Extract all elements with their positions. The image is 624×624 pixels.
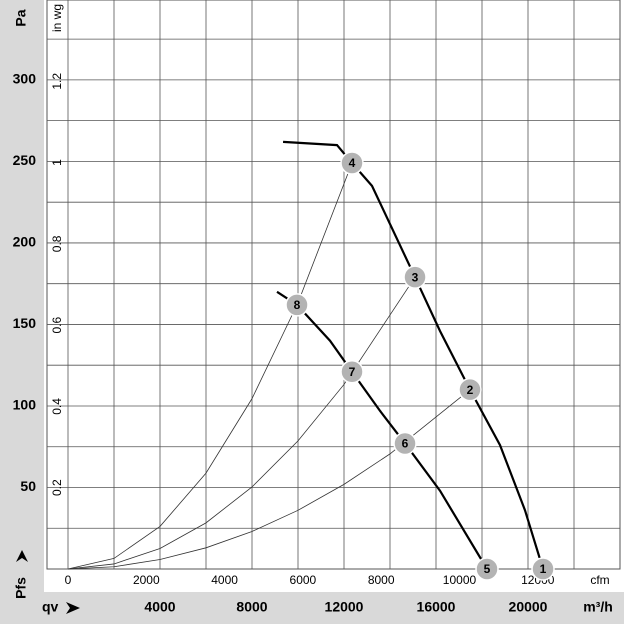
operating-point (340, 151, 364, 175)
operating-point (475, 557, 499, 581)
operating-point (393, 431, 417, 456)
y-tick-label: 300 (13, 71, 37, 87)
qv-label: qv (42, 599, 59, 615)
operating-point (458, 377, 482, 402)
x2-tick-label: 8000 (368, 573, 395, 587)
x-tick-label: 16000 (417, 599, 456, 615)
y2-tick-label: 0.2 (50, 479, 64, 496)
curve (282, 140, 545, 570)
y2-tick-label: 1 (50, 159, 64, 166)
point-label: 4 (349, 156, 356, 170)
x-tick-label: 4000 (144, 599, 175, 615)
y-tick-label: 100 (13, 397, 37, 413)
point-label: 5 (484, 562, 491, 576)
x-tick-label: 8000 (236, 599, 267, 615)
plot-frame (46, 0, 621, 570)
point-label: 7 (349, 365, 356, 379)
curve (67, 389, 471, 570)
point-label: 2 (467, 383, 474, 397)
qv-arrow (66, 602, 80, 614)
x2-tick-label: 4000 (211, 573, 238, 587)
x-axis-label: m³/h (583, 599, 613, 615)
point-label: 3 (412, 270, 419, 284)
left-band (0, 0, 44, 624)
y2-tick-label: 0.8 (50, 235, 64, 252)
x2-tick-label: 6000 (290, 573, 317, 587)
y-tick-label: 250 (13, 152, 37, 168)
x2-axis-label: cfm (590, 573, 609, 587)
curve (276, 290, 488, 570)
bottom-band (0, 592, 624, 624)
point-label: 1 (540, 562, 547, 576)
y-axis-label: Pa (13, 9, 29, 26)
y2-tick-label: 1.2 (50, 73, 64, 90)
y-tick-label: 50 (20, 478, 36, 494)
curve (67, 276, 416, 570)
x2-tick-label: 0 (65, 573, 72, 587)
x2-tick-label: 10000 (443, 573, 477, 587)
operating-point (340, 359, 364, 384)
y-tick-label: 200 (13, 234, 37, 250)
x-tick-label: 20000 (509, 599, 548, 615)
pfs-label: Pfs (13, 577, 29, 599)
x-tick-label: 12000 (325, 599, 364, 615)
point-label: 6 (402, 437, 409, 451)
operating-point (531, 557, 555, 581)
operating-point (285, 293, 309, 317)
curve (67, 162, 353, 570)
operating-point (403, 265, 427, 289)
pfs-arrow (16, 550, 28, 562)
y2-tick-label: 0.6 (50, 316, 64, 333)
y2-axis-label: in wg (50, 4, 64, 32)
y-tick-label: 150 (13, 315, 37, 331)
point-label: 8 (294, 298, 301, 312)
y2-tick-label: 0.4 (50, 398, 64, 415)
x2-tick-label: 2000 (133, 573, 160, 587)
